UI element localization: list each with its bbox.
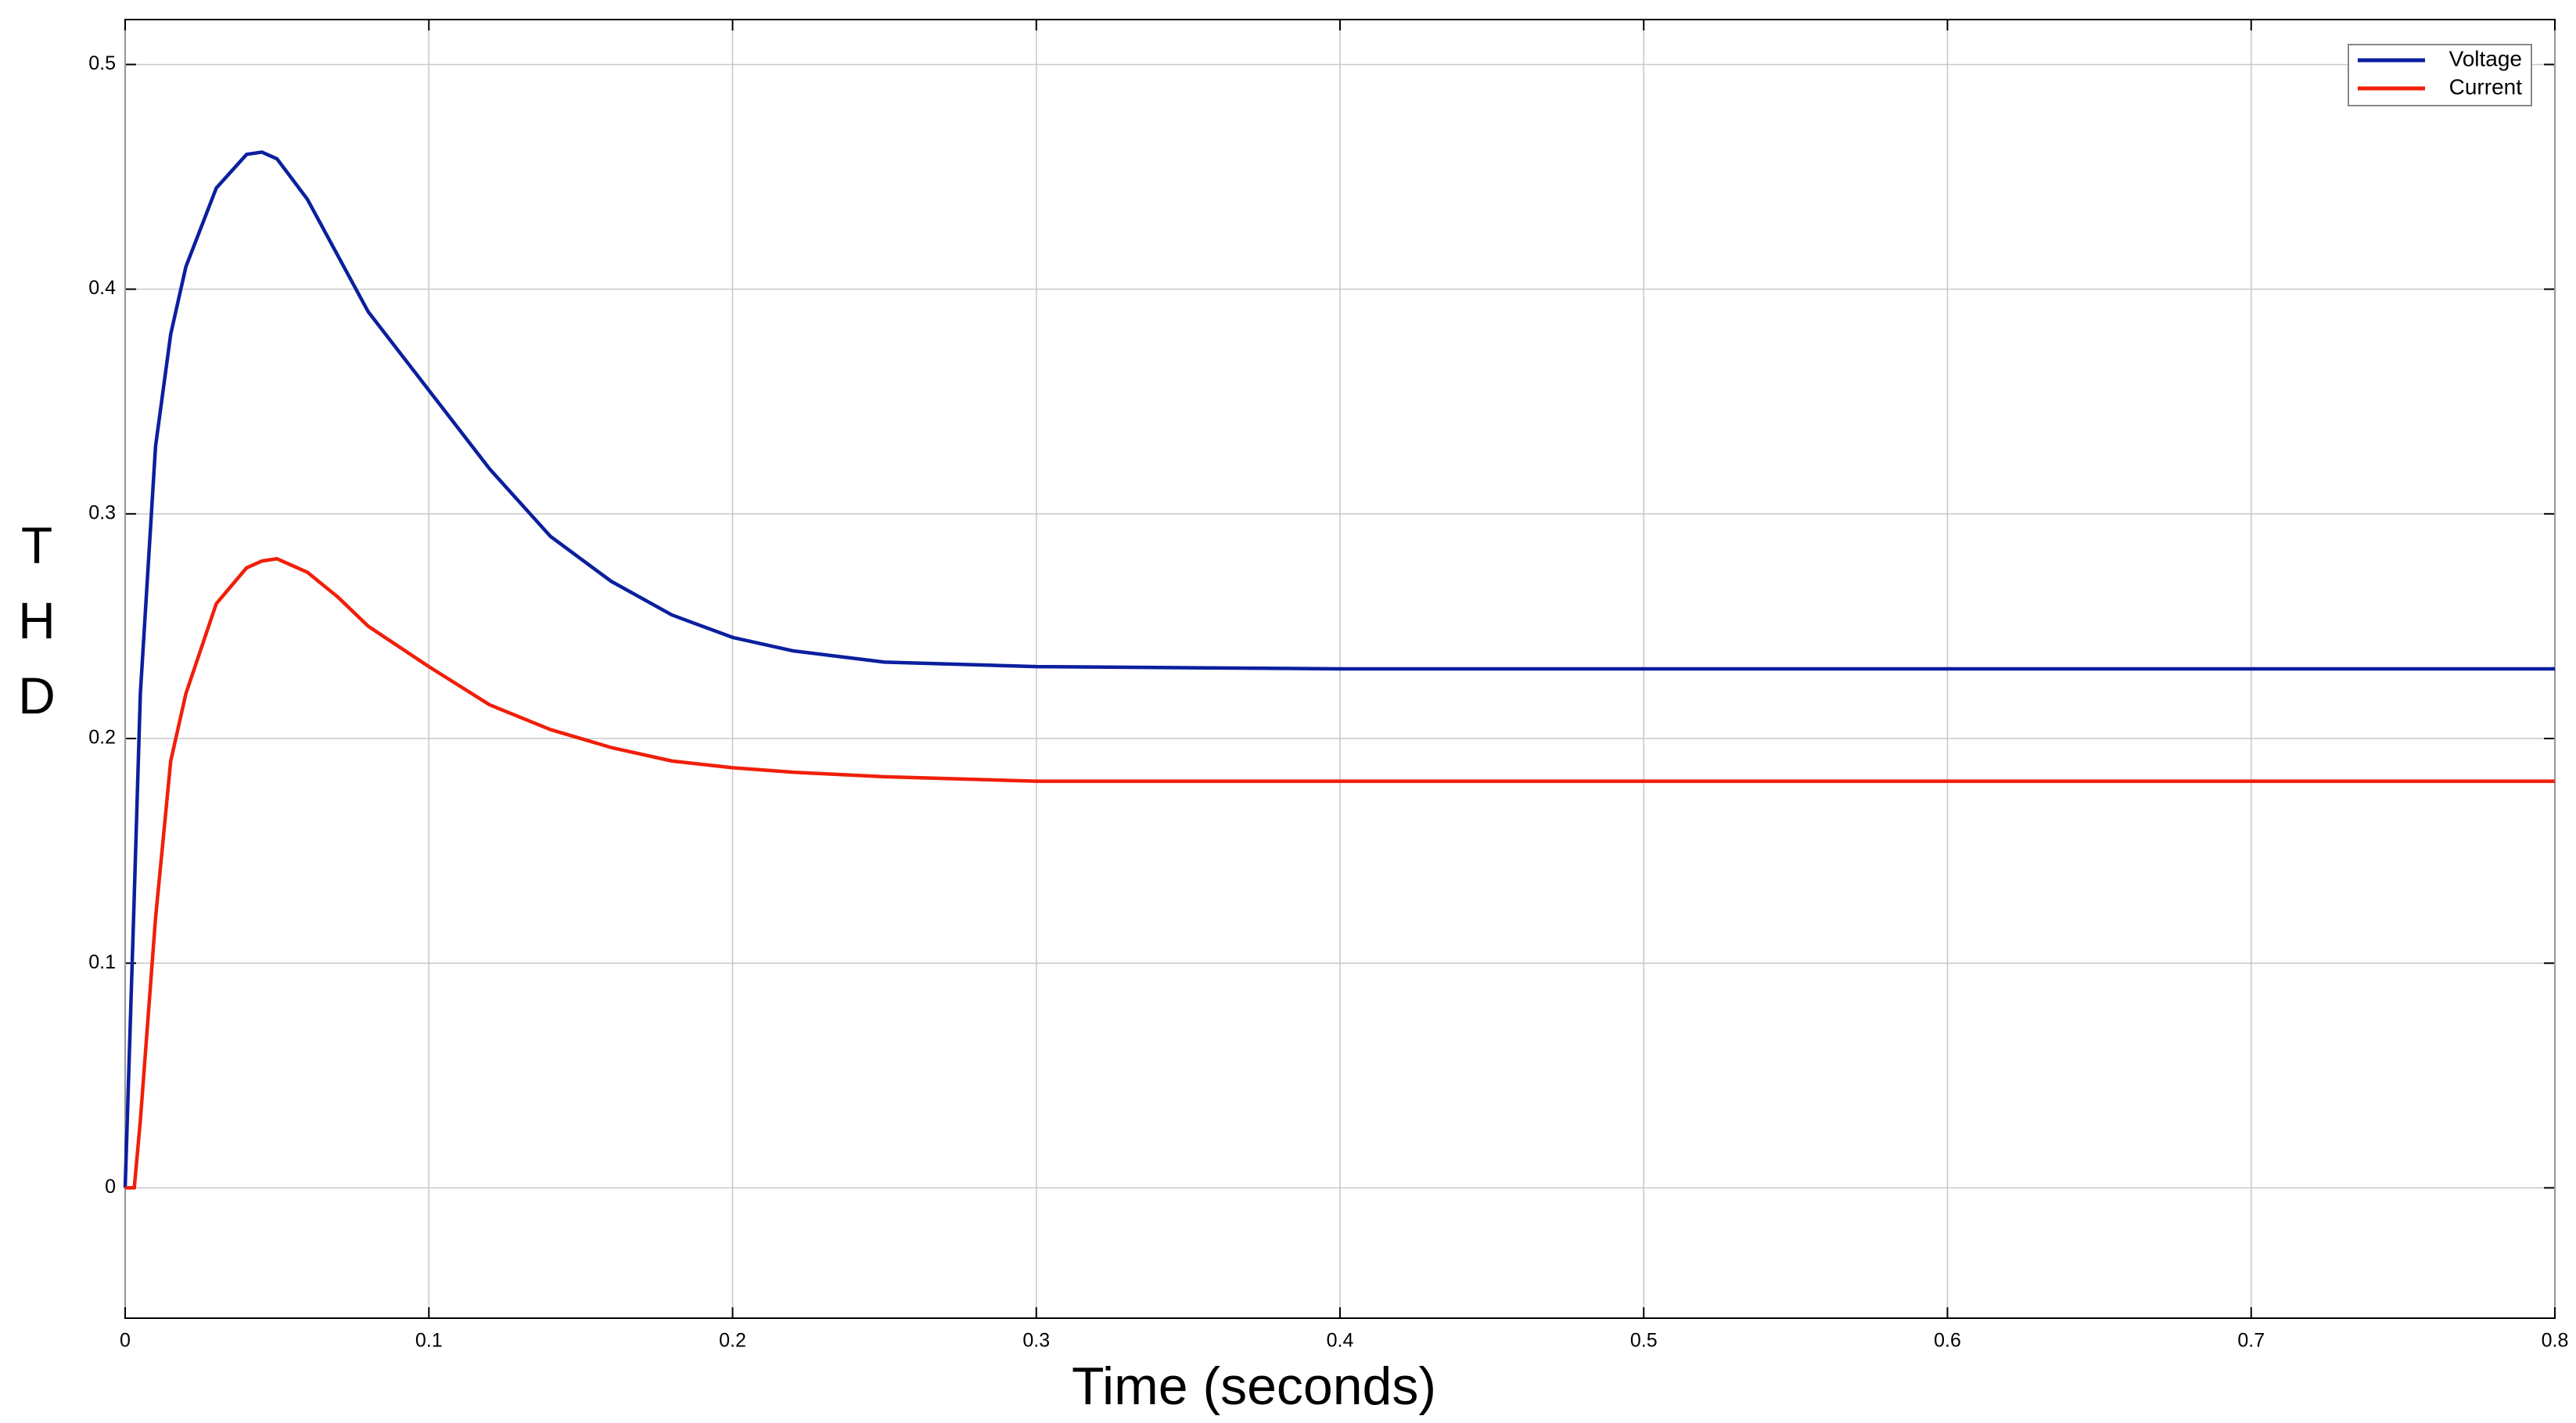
- y-tick-label: 0.4: [88, 277, 116, 299]
- x-tick-label: 0.3: [1022, 1330, 1050, 1352]
- legend-box: [2348, 44, 2532, 106]
- y-tick-label: 0: [105, 1176, 116, 1198]
- x-tick-label: 0.6: [1934, 1330, 1961, 1352]
- legend-label: Current: [2449, 74, 2523, 99]
- y-tick-label: 0.5: [88, 52, 116, 74]
- x-tick-label: 0.1: [415, 1330, 443, 1352]
- x-tick-label: 0.8: [2542, 1330, 2569, 1352]
- x-tick-label: 0.4: [1327, 1330, 1354, 1352]
- y-tick-label: 0.3: [88, 501, 116, 523]
- y-tick-label: 0.2: [88, 727, 116, 749]
- y-axis-label: THD: [8, 516, 66, 742]
- x-tick-label: 0.7: [2237, 1330, 2265, 1352]
- series-line: [123, 150, 2555, 1188]
- x-tick-label: 0: [120, 1330, 131, 1352]
- x-tick-label: 0.2: [719, 1330, 746, 1352]
- x-tick-label: 0.5: [1630, 1330, 1658, 1352]
- legend-label: Voltage: [2449, 46, 2522, 70]
- y-tick-label: 0.1: [88, 951, 116, 973]
- x-axis-label: Time (seconds): [1072, 1357, 1436, 1416]
- series-line: [125, 557, 2555, 1190]
